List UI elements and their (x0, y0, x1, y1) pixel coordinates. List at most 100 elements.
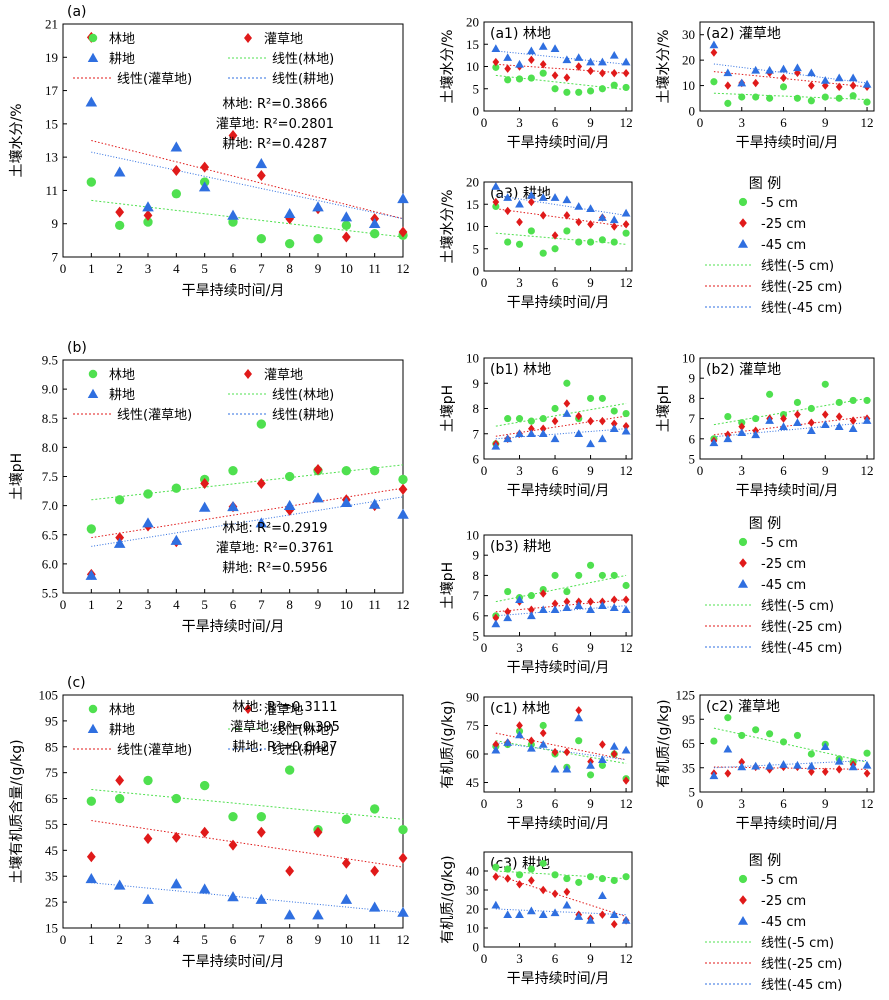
point-s0 (369, 466, 380, 476)
point-s0 (807, 750, 815, 758)
point-s1 (835, 82, 843, 92)
y-tick-label: 6.0 (42, 556, 58, 571)
point-s1 (115, 532, 125, 544)
trend-line-2 (495, 194, 627, 216)
point-s2 (562, 195, 572, 204)
point-s1 (752, 78, 760, 88)
point-s2 (862, 416, 872, 424)
point-s1 (835, 412, 843, 421)
point-s0 (114, 495, 125, 505)
r2-label: 灌草地: (230, 720, 278, 735)
point-s1 (143, 209, 153, 221)
point-s0 (779, 738, 788, 746)
x-tick-label: 8 (286, 932, 293, 947)
point-s2 (820, 742, 830, 751)
x-axis-label: 干旱持续时间/月 (182, 282, 285, 299)
x-tick-label: 6 (230, 932, 237, 947)
r2-value: R²=0.2801 (263, 117, 334, 132)
y-tick-label: 13 (45, 150, 58, 165)
x-tick-label: 9 (822, 463, 829, 478)
point-s2 (621, 745, 631, 754)
x-tick-label: 9 (587, 275, 594, 290)
trend-line-2 (495, 605, 627, 617)
point-s2 (597, 601, 607, 610)
legend-label: 线性(灌草地) (117, 72, 192, 87)
point-s0 (575, 878, 583, 886)
point-s2 (586, 439, 595, 448)
point-s1 (551, 416, 559, 426)
r2-annotation: 灌草地: R²=0.395 (230, 720, 340, 735)
point-s2 (491, 441, 501, 450)
point-s2 (312, 492, 324, 503)
point-s1 (610, 419, 618, 428)
point-s0 (598, 761, 606, 769)
point-s1 (504, 206, 512, 216)
r2-label: 耕地: (222, 136, 257, 152)
y-tick-label: 15 (45, 921, 58, 936)
point-s0 (492, 202, 500, 211)
chart-a2: 0 3 6 9 12 0 10 20 30 干旱持续时间/月 土壤水分/% (a2) 灌草地 (655, 21, 875, 151)
depth-legend-1: 图 例 -5 cm -25 cm -45 cm 线性(-5 cm) 线性(-25 cm) 线… (705, 516, 842, 656)
legend-label: 耕地 (109, 387, 135, 403)
x-tick-label: 7 (258, 261, 265, 276)
point-s2 (312, 201, 324, 212)
legend-marker (739, 218, 747, 228)
point-s0 (586, 771, 595, 779)
r2-value: R²=0.3111 (267, 700, 338, 715)
x-tick-label: 11 (368, 932, 381, 947)
point-s2 (198, 181, 211, 192)
point-s2 (491, 619, 501, 628)
x-tick-label: 6 (230, 597, 237, 612)
point-s2 (806, 761, 816, 770)
y-tick-label: 6 (473, 452, 480, 467)
point-s2 (526, 906, 536, 915)
point-s0 (515, 75, 524, 83)
point-s2 (574, 202, 584, 210)
point-s0 (598, 394, 606, 402)
x-tick-label: 0 (481, 796, 488, 811)
point-s0 (369, 804, 380, 814)
y-tick-label: 35 (45, 869, 58, 884)
x-tick-label: 6 (552, 115, 559, 130)
point-s1 (610, 222, 618, 231)
point-s0 (622, 83, 630, 91)
point-s2 (793, 63, 802, 72)
legend-label: 林地 (109, 368, 135, 383)
x-axis-label: 干旱持续时间/月 (507, 134, 610, 151)
trend-line-1 (495, 874, 627, 918)
point-s2 (85, 569, 98, 580)
x-tick-label: 4 (173, 932, 180, 947)
point-s0 (835, 94, 843, 102)
y-tick-label: 8 (689, 391, 696, 406)
panel-label: (b3) 耕地 (490, 538, 551, 555)
y-tick-label: 5 (473, 241, 480, 256)
point-s0 (527, 865, 535, 873)
point-s2 (550, 764, 560, 773)
point-s1 (599, 740, 606, 749)
point-s2 (574, 713, 584, 722)
point-s1 (551, 71, 559, 80)
point-s2 (820, 420, 830, 428)
x-tick-label: 5 (201, 261, 208, 276)
point-s2 (340, 211, 353, 222)
point-s1 (849, 81, 857, 90)
y-tick-label: 35 (682, 760, 695, 775)
legend-label: 林地 (109, 703, 135, 718)
y-axis-label: 土壤水分/% (439, 29, 456, 103)
x-tick-label: 0 (60, 932, 67, 947)
point-s0 (256, 812, 267, 822)
y-tick-label: 17 (45, 83, 59, 98)
point-s1 (492, 872, 500, 881)
x-tick-label: 4 (173, 597, 180, 612)
point-s2 (586, 57, 595, 66)
trend-line-1 (495, 599, 627, 613)
point-s0 (171, 793, 182, 804)
point-s1 (256, 477, 266, 489)
chart-a1: 0 3 6 9 12 0 5 10 15 20 干旱持续时间/月 土壤水分/% (a1) 林地 (439, 15, 633, 152)
point-s2 (609, 910, 619, 919)
point-s1 (622, 776, 630, 785)
point-s0 (313, 234, 323, 244)
point-s2 (737, 78, 747, 87)
point-s1 (551, 599, 559, 608)
point-s0 (284, 239, 295, 249)
